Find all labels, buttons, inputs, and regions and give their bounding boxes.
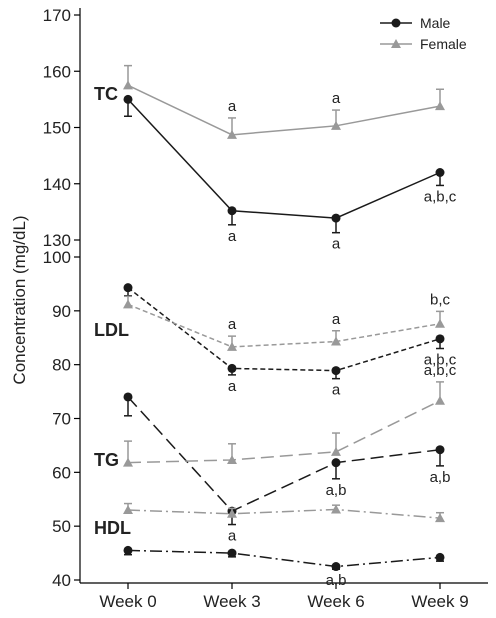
data-point-female	[435, 513, 445, 523]
data-point-male	[435, 334, 445, 344]
significance-label: a,b	[326, 572, 347, 589]
y-upper-tick-label: 140	[43, 175, 71, 194]
data-point-male	[227, 548, 237, 558]
series-line-tg-male	[127, 396, 441, 513]
data-point-female	[331, 336, 341, 346]
y-upper-tick-label: 170	[43, 6, 71, 25]
data-point-female	[123, 505, 133, 515]
x-tick-label: Week 6	[307, 592, 364, 611]
x-tick-label: Week 3	[203, 592, 260, 611]
y-lower-tick-label: 40	[52, 571, 71, 590]
series-line-ldl-female	[127, 303, 441, 348]
data-point-male	[331, 458, 341, 468]
data-point-female	[331, 504, 341, 514]
series-line-tc-male	[127, 98, 441, 219]
data-point-male	[331, 562, 341, 572]
significance-label: a	[332, 382, 341, 399]
data-point-male	[331, 213, 341, 223]
data-point-female	[331, 446, 341, 456]
series-line-hdl-male	[127, 549, 441, 568]
significance-label: a	[332, 236, 341, 253]
data-point-male	[331, 366, 341, 376]
significance-label: a	[228, 528, 237, 545]
data-point-female	[227, 341, 237, 351]
significance-label: a,b,c	[424, 352, 457, 369]
legend-label-female: Female	[420, 36, 467, 52]
data-point-male	[123, 283, 133, 293]
group-label-hdl: HDL	[94, 518, 131, 538]
significance-label: a,b	[430, 469, 451, 486]
y-upper-tick-label: 160	[43, 62, 71, 81]
data-point-male	[123, 545, 133, 555]
series-line-tc-female	[127, 84, 441, 136]
significance-label: a	[332, 90, 341, 107]
y-lower-tick-label: 70	[52, 410, 71, 429]
data-point-female	[227, 508, 237, 518]
y-upper-tick-label: 130	[43, 231, 71, 250]
legend-label-male: Male	[420, 15, 451, 31]
x-tick-label: Week 9	[411, 592, 468, 611]
data-point-male	[123, 94, 133, 104]
data-point-female	[435, 101, 445, 111]
data-point-female	[123, 299, 133, 309]
significance-label: a	[332, 311, 341, 328]
data-point-female	[123, 80, 133, 90]
significance-label: a	[228, 98, 237, 115]
data-point-female	[227, 129, 237, 139]
data-point-male	[227, 206, 237, 216]
x-tick-label: Week 0	[99, 592, 156, 611]
group-label-ldl: LDL	[94, 320, 129, 340]
significance-label: a,b	[326, 482, 347, 499]
series-line-hdl-female	[127, 508, 441, 519]
group-label-tc: TC	[94, 84, 118, 104]
data-point-female	[123, 457, 133, 467]
y-upper-tick-label: 150	[43, 119, 71, 138]
y-lower-tick-label: 100	[43, 248, 71, 267]
y-lower-tick-label: 50	[52, 517, 71, 536]
series-line-ldl-male	[127, 287, 441, 372]
data-point-male	[435, 445, 445, 455]
y-axis-label: Concentration (mg/dL)	[10, 215, 29, 384]
group-label-tg: TG	[94, 450, 119, 470]
significance-label: a	[228, 228, 237, 245]
significance-label: a,b,c	[424, 362, 457, 379]
data-point-male	[227, 363, 237, 373]
data-point-female	[435, 395, 445, 405]
y-lower-tick-label: 80	[52, 356, 71, 375]
data-point-female	[435, 318, 445, 328]
y-lower-tick-label: 60	[52, 463, 71, 482]
data-point-female	[227, 454, 237, 464]
significance-label: b,c	[430, 291, 451, 308]
data-point-male	[123, 392, 133, 402]
significance-label: a	[228, 316, 237, 333]
legend-marker-male	[391, 18, 401, 28]
series-line-tg-female	[127, 400, 441, 464]
data-point-female	[331, 120, 341, 130]
y-lower-tick-label: 90	[52, 302, 71, 321]
significance-label: a	[228, 378, 237, 395]
legend-marker-female	[391, 39, 401, 48]
significance-label: a,b,c	[424, 188, 457, 205]
data-point-male	[435, 168, 445, 177]
data-point-male	[435, 552, 445, 562]
